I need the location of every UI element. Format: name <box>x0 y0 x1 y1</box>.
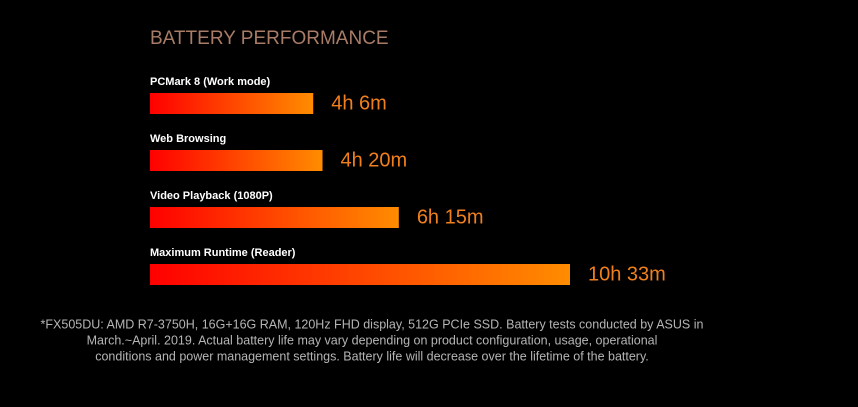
category-label: Video Playback (1080P) <box>150 190 273 202</box>
bar <box>150 207 399 228</box>
bar <box>150 150 323 171</box>
category-label: Web Browsing <box>150 133 226 145</box>
value-label: 4h 6m <box>331 92 387 114</box>
value-label: 4h 20m <box>341 149 408 171</box>
footnote: *FX505DU: AMD R7-3750H, 16G+16G RAM, 120… <box>41 317 704 331</box>
chart-title: BATTERY PERFORMANCE <box>150 28 389 49</box>
bar <box>150 264 570 285</box>
footnote: March.~April. 2019. Actual battery life … <box>87 333 658 347</box>
footnote: conditions and power management settings… <box>95 349 649 363</box>
bar <box>150 93 314 114</box>
category-label: Maximum Runtime (Reader) <box>150 247 296 259</box>
value-label: 10h 33m <box>588 263 666 285</box>
category-label: PCMark 8 (Work mode) <box>150 76 271 88</box>
value-label: 6h 15m <box>417 206 484 228</box>
